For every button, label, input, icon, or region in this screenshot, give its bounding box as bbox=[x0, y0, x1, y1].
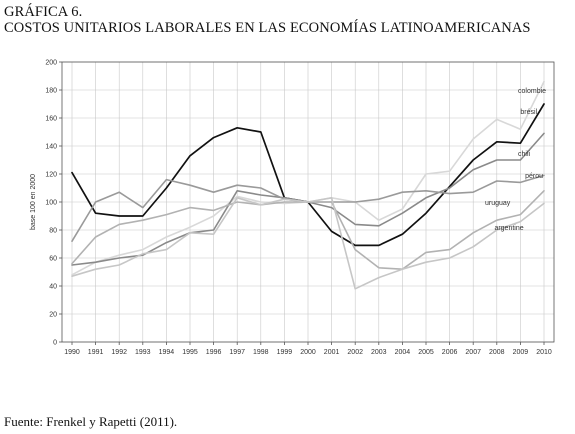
x-tick-label: 1992 bbox=[111, 349, 127, 356]
y-tick-label: 0 bbox=[53, 340, 57, 347]
x-tick-label: 1995 bbox=[182, 349, 198, 356]
x-tick-label: 2000 bbox=[300, 349, 316, 356]
source-note: Fuente: Frenkel y Rapetti (2011). bbox=[4, 414, 178, 429]
y-tick-label: 20 bbox=[49, 312, 57, 319]
y-tick-label: 160 bbox=[45, 116, 57, 123]
x-tick-label: 2001 bbox=[324, 349, 340, 356]
x-tick-label: 1997 bbox=[229, 349, 245, 356]
series-lines bbox=[71, 80, 545, 290]
y-tick-label: 40 bbox=[49, 284, 57, 291]
figure-label: GRÁFICA 6. bbox=[4, 4, 83, 20]
x-tick-label: 1994 bbox=[159, 349, 175, 356]
axes: 0 20 40 60 80 100 120 140 160 180 200 1990 1991 1992 1… bbox=[30, 60, 555, 356]
x-tick-label: 2003 bbox=[371, 349, 387, 356]
x-tick-label: 2009 bbox=[513, 349, 529, 356]
x-tick-label: 1996 bbox=[206, 349, 222, 356]
chart-title: COSTOS UNITARIOS LABORALES EN LAS ECONOM… bbox=[4, 20, 531, 36]
series-labels: colombie brésil chili pérou uruguay argentine bbox=[485, 88, 546, 232]
x-tick-label: 2008 bbox=[489, 349, 505, 356]
series-label-pérou: pérou bbox=[525, 173, 543, 180]
x-tick-label: 1998 bbox=[253, 349, 269, 356]
y-tick-label: 100 bbox=[45, 200, 57, 207]
series-line-argentine bbox=[71, 197, 545, 290]
series-label-argentine: argentine bbox=[494, 225, 523, 232]
x-tick-label: 2006 bbox=[442, 349, 458, 356]
x-tick-label: 2005 bbox=[418, 349, 434, 356]
y-tick-label: 140 bbox=[45, 144, 57, 151]
series-label-chili: chili bbox=[518, 151, 531, 158]
y-tick-label: 80 bbox=[49, 228, 57, 235]
x-tick-label: 1990 bbox=[64, 349, 80, 356]
y-axis-label: base 100 en 2000 bbox=[30, 174, 37, 230]
series-label-uruguay: uruguay bbox=[485, 200, 511, 207]
x-tick-label: 1999 bbox=[277, 349, 293, 356]
y-tick-label: 180 bbox=[45, 88, 57, 95]
y-tick-label: 200 bbox=[45, 60, 57, 67]
x-tick-label: 2007 bbox=[465, 349, 481, 356]
y-tick-label: 120 bbox=[45, 172, 57, 179]
x-tick-label: 1991 bbox=[88, 349, 104, 356]
x-tick-label: 2002 bbox=[347, 349, 363, 356]
x-tick-label: 1993 bbox=[135, 349, 151, 356]
x-tick-label: 2010 bbox=[536, 349, 552, 356]
series-label-colombie: colombie bbox=[518, 88, 546, 95]
y-tick-label: 60 bbox=[49, 256, 57, 263]
series-label-brésil: brésil bbox=[520, 109, 537, 116]
x-tick-label: 2004 bbox=[395, 349, 411, 356]
